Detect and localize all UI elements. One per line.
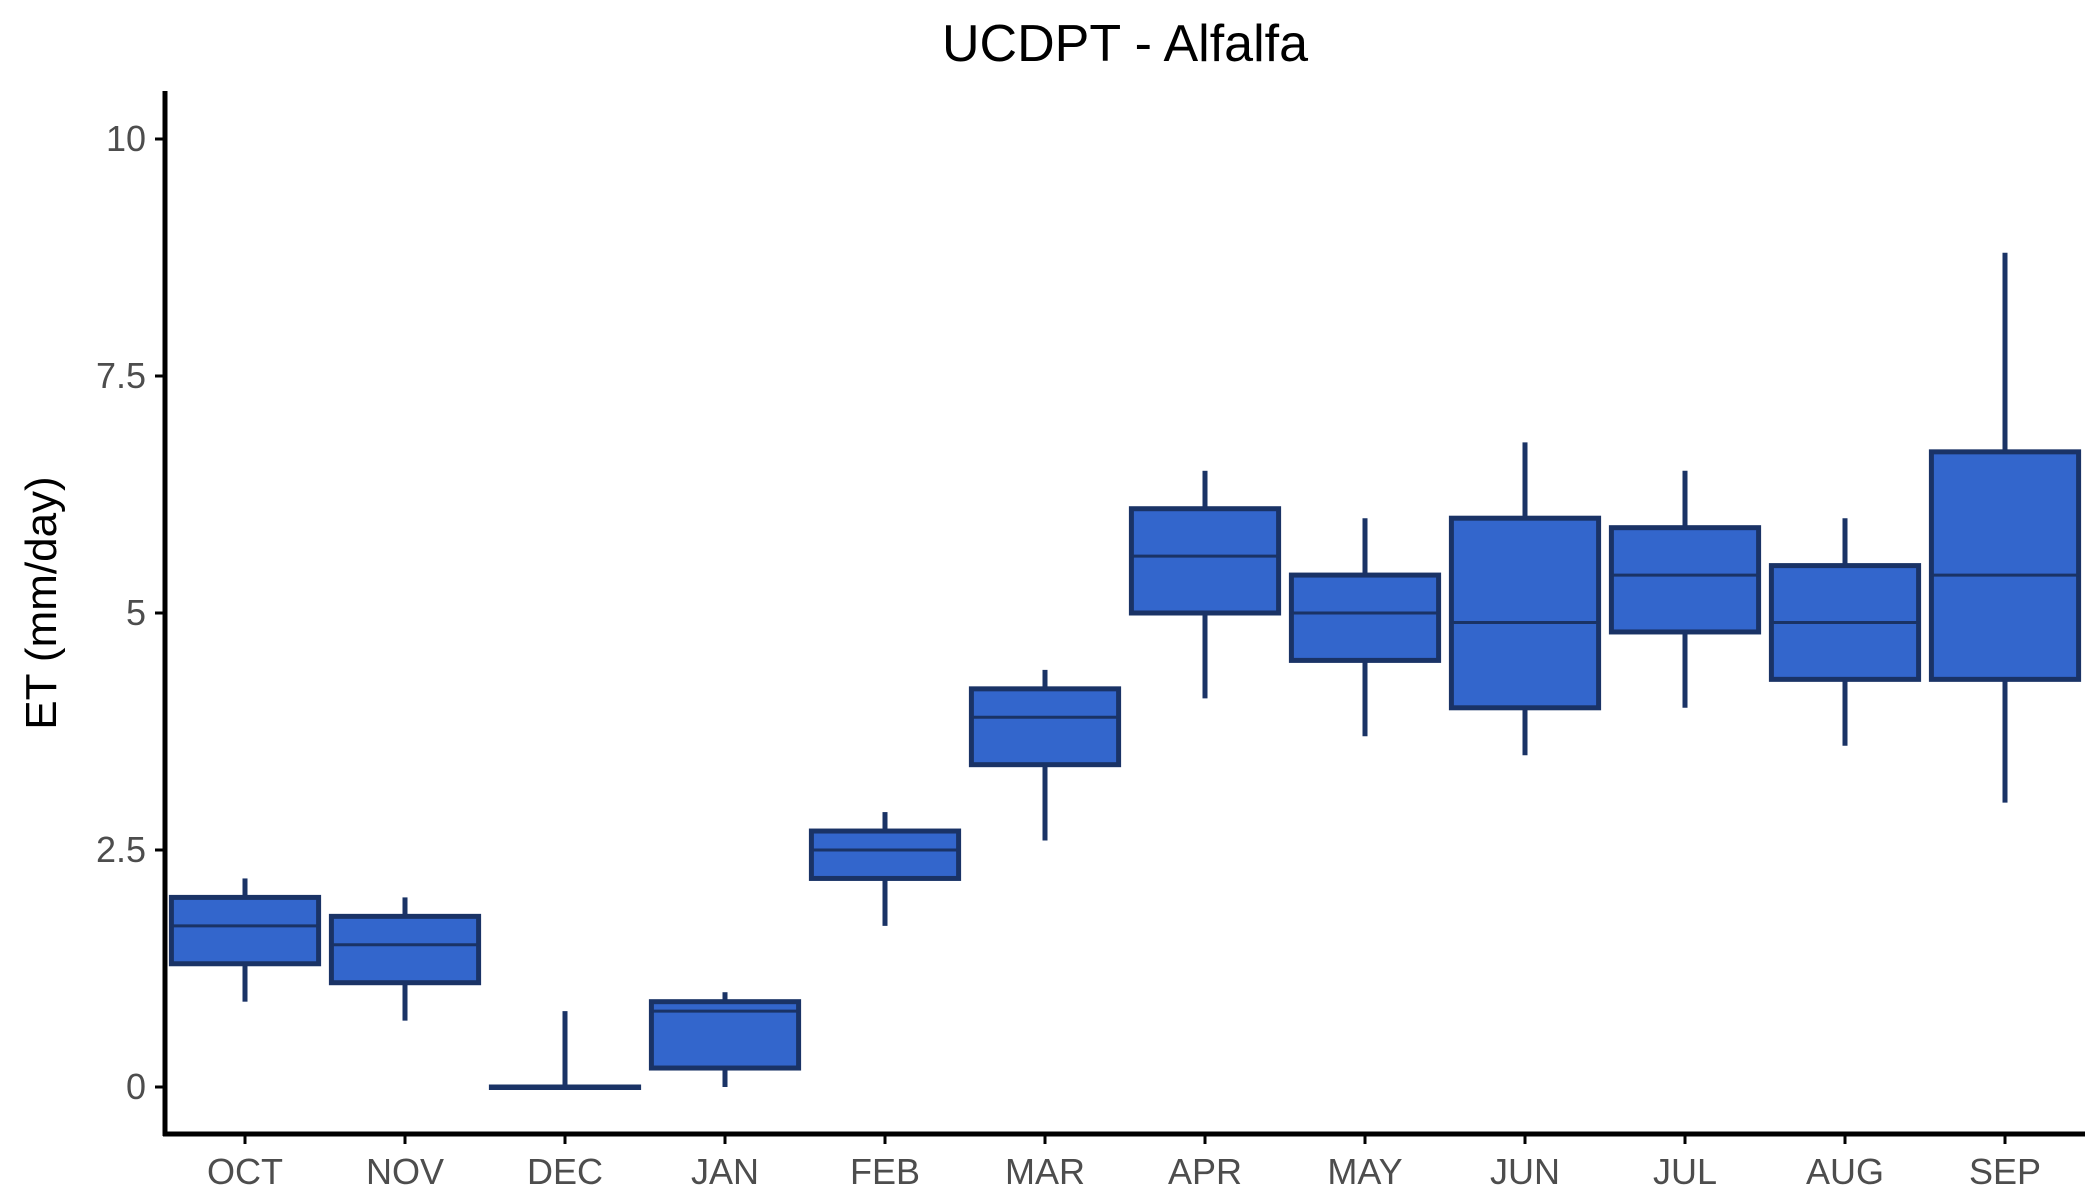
box-iqr: [1608, 525, 1762, 635]
box-jul: [1608, 470, 1762, 708]
box-may: [1288, 518, 1442, 737]
y-tick-label: 0: [126, 1066, 146, 1107]
box-aug: [1768, 518, 1922, 746]
x-tick-label: JUL: [1653, 1151, 1717, 1192]
x-tick-label: JAN: [691, 1151, 759, 1192]
box-iqr: [648, 999, 802, 1071]
y-tick-label: 7.5: [96, 355, 146, 396]
box-jan: [648, 992, 802, 1087]
x-tick-label: NOV: [366, 1151, 444, 1192]
y-tick-label: 10: [106, 118, 146, 159]
box-series: [168, 252, 2082, 1090]
x-tick-label: AUG: [1806, 1151, 1884, 1192]
x-tick-label: FEB: [850, 1151, 920, 1192]
y-tick-label: 2.5: [96, 829, 146, 870]
box-dec: [488, 1011, 642, 1090]
chart-title: UCDPT - Alfalfa: [942, 15, 1308, 73]
y-axis-label: ET (mm/day): [17, 476, 66, 729]
box-oct: [168, 878, 322, 1002]
box-feb: [808, 812, 962, 926]
box-iqr: [168, 894, 322, 967]
x-tick-label: APR: [1168, 1151, 1242, 1192]
box-jun: [1448, 442, 1602, 756]
x-tick-label: SEP: [1969, 1151, 2041, 1192]
x-tick-label: MAY: [1327, 1151, 1402, 1192]
box-iqr: [968, 686, 1122, 768]
x-tick-label: DEC: [527, 1151, 603, 1192]
y-axis-ticks: 0 2.5 5 7.5 10: [96, 118, 165, 1107]
x-tick-label: MAR: [1005, 1151, 1085, 1192]
x-tick-label: OCT: [207, 1151, 283, 1192]
x-axis-ticks: OCT NOV DEC JAN FEB MAR APR MAY JUN JUL AUG SEP: [207, 1134, 2041, 1192]
x-tick-label: JUN: [1490, 1151, 1560, 1192]
box-iqr: [1448, 515, 1602, 711]
box-mar: [968, 669, 1122, 841]
box-iqr: [808, 828, 962, 881]
box-apr: [1128, 470, 1282, 699]
box-iqr: [1928, 449, 2082, 682]
box-iqr: [1128, 506, 1282, 616]
box-sep: [1928, 252, 2082, 803]
box-iqr: [1288, 572, 1442, 663]
box-iqr: [328, 913, 482, 986]
box-nov: [328, 897, 482, 1021]
y-tick-label: 5: [126, 592, 146, 633]
